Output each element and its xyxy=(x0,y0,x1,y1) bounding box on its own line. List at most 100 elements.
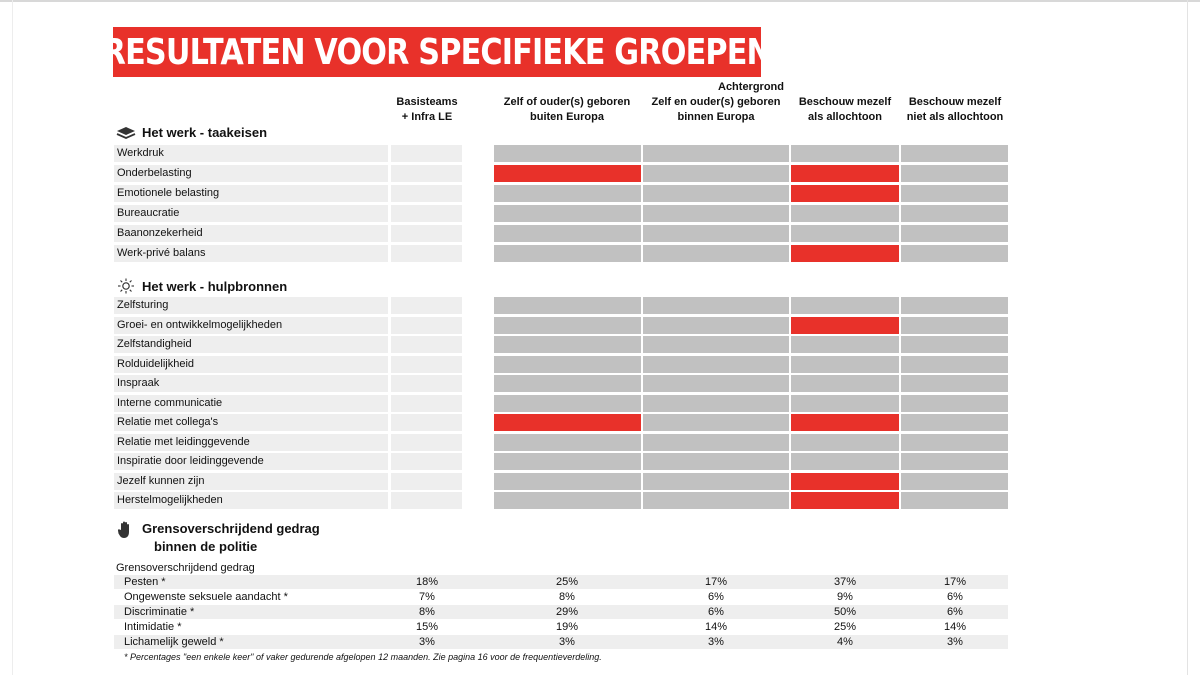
indicator-cell xyxy=(643,185,789,202)
table-row-background xyxy=(114,605,1008,619)
indicator-cell xyxy=(791,492,899,509)
indicator-cell xyxy=(791,225,899,242)
row-label: Werk-privé balans xyxy=(114,245,388,262)
percentage-value: 15% xyxy=(415,621,439,633)
percentage-value: 37% xyxy=(833,576,857,588)
indicator-cell xyxy=(391,336,462,353)
indicator-cell xyxy=(901,245,1008,262)
indicator-cell xyxy=(901,472,1008,490)
indicator-cell xyxy=(391,245,462,262)
indicator-cell xyxy=(901,145,1008,162)
behavior-row-label: Pesten * xyxy=(124,576,166,588)
section-title-1: Het werk - taakeisen xyxy=(116,125,267,140)
column-header-3: Zelf en ouder(s) geboren binnen Europa xyxy=(651,96,781,123)
indicator-cell xyxy=(494,394,641,412)
indicator-cell xyxy=(494,492,641,509)
row-label: Inspraak xyxy=(114,375,388,392)
row-label: Baanonzekerheid xyxy=(114,225,388,242)
indicator-cell xyxy=(643,394,789,412)
table-row-background xyxy=(114,635,1008,649)
indicator-cell xyxy=(643,375,789,392)
indicator-cell xyxy=(901,316,1008,334)
indicator-cell xyxy=(494,472,641,490)
indicator-cell xyxy=(391,472,462,490)
section-title-text: Het werk - taakeisen xyxy=(142,125,268,140)
indicator-cell xyxy=(494,297,641,314)
header-group-label: Achtergrond xyxy=(718,81,784,93)
percentage-value: 29% xyxy=(555,606,579,618)
column-header-4: Beschouw mezelf als allochtoon xyxy=(798,96,892,123)
indicator-cell xyxy=(901,414,1008,431)
indicator-cell xyxy=(791,297,899,314)
percentage-value: 50% xyxy=(833,606,857,618)
indicator-cell xyxy=(391,414,462,431)
row-label: Jezelf kunnen zijn xyxy=(114,472,388,490)
indicator-cell xyxy=(391,433,462,451)
row-label: Zelfstandigheid xyxy=(114,336,388,353)
row-label: Rolduidelijkheid xyxy=(114,355,388,373)
indicator-cell xyxy=(791,375,899,392)
row-label: Herstelmogelijkheden xyxy=(114,492,388,509)
indicator-cell xyxy=(391,165,462,182)
row-label: Zelfsturing xyxy=(114,297,388,314)
behavior-row-label: Lichamelijk geweld * xyxy=(124,636,224,648)
footnote: * Percentages "een enkele keer" of vaker… xyxy=(124,652,602,662)
indicator-cell xyxy=(643,245,789,262)
indicator-cell xyxy=(901,225,1008,242)
indicator-cell xyxy=(901,492,1008,509)
indicator-cell xyxy=(494,336,641,353)
percentage-value: 7% xyxy=(419,591,435,603)
indicator-cell xyxy=(791,414,899,431)
row-label: Inspiratie door leidinggevende xyxy=(114,453,388,470)
row-label: Onderbelasting xyxy=(114,165,388,182)
percentage-value: 17% xyxy=(704,576,728,588)
indicator-cell xyxy=(901,453,1008,470)
indicator-cell xyxy=(494,375,641,392)
behavior-row-label: Intimidatie * xyxy=(124,621,182,633)
indicator-cell xyxy=(494,414,641,431)
column-header-2: Zelf of ouder(s) geboren buiten Europa xyxy=(503,96,631,123)
section-title-2: Het werk - hulpbronnen xyxy=(116,278,287,294)
indicator-cell xyxy=(901,336,1008,353)
percentage-value: 3% xyxy=(708,636,724,648)
percentage-value: 17% xyxy=(943,576,967,588)
behavior-row-label: Ongewenste seksuele aandacht * xyxy=(124,591,288,603)
percentage-value: 3% xyxy=(559,636,575,648)
indicator-cell xyxy=(494,165,641,182)
percentage-value: 8% xyxy=(559,591,575,603)
indicator-cell xyxy=(391,297,462,314)
percentage-value: 19% xyxy=(555,621,579,633)
indicator-cell xyxy=(791,453,899,470)
indicator-cell xyxy=(391,355,462,373)
row-label: Bureaucratie xyxy=(114,205,388,222)
indicator-cell xyxy=(901,185,1008,202)
percentage-value: 6% xyxy=(947,606,963,618)
percentage-value: 9% xyxy=(837,591,853,603)
indicator-cell xyxy=(391,205,462,222)
indicator-cell xyxy=(643,205,789,222)
indicator-cell xyxy=(901,165,1008,182)
row-label: Groei- en ontwikkelmogelijkheden xyxy=(114,316,388,334)
indicator-cell xyxy=(643,225,789,242)
row-label: Werkdruk xyxy=(114,145,388,162)
indicator-cell xyxy=(494,355,641,373)
table-row-background xyxy=(114,575,1008,589)
section-title-text: Het werk - hulpbronnen xyxy=(142,278,288,294)
indicator-cell xyxy=(391,185,462,202)
percentage-value: 25% xyxy=(833,621,857,633)
percentage-value: 3% xyxy=(419,636,435,648)
indicator-cell xyxy=(791,165,899,182)
indicator-cell xyxy=(643,316,789,334)
row-label: Emotionele belasting xyxy=(114,185,388,202)
percentage-value: 6% xyxy=(708,591,724,603)
indicator-cell xyxy=(791,245,899,262)
indicator-cell xyxy=(901,375,1008,392)
percentage-value: 14% xyxy=(943,621,967,633)
indicator-cell xyxy=(643,453,789,470)
indicator-cell xyxy=(791,472,899,490)
row-label: Interne communicatie xyxy=(114,394,388,412)
indicator-cell xyxy=(494,433,641,451)
behavior-row-label: Discriminatie * xyxy=(124,606,195,618)
indicator-cell xyxy=(791,355,899,373)
indicator-cell xyxy=(643,472,789,490)
